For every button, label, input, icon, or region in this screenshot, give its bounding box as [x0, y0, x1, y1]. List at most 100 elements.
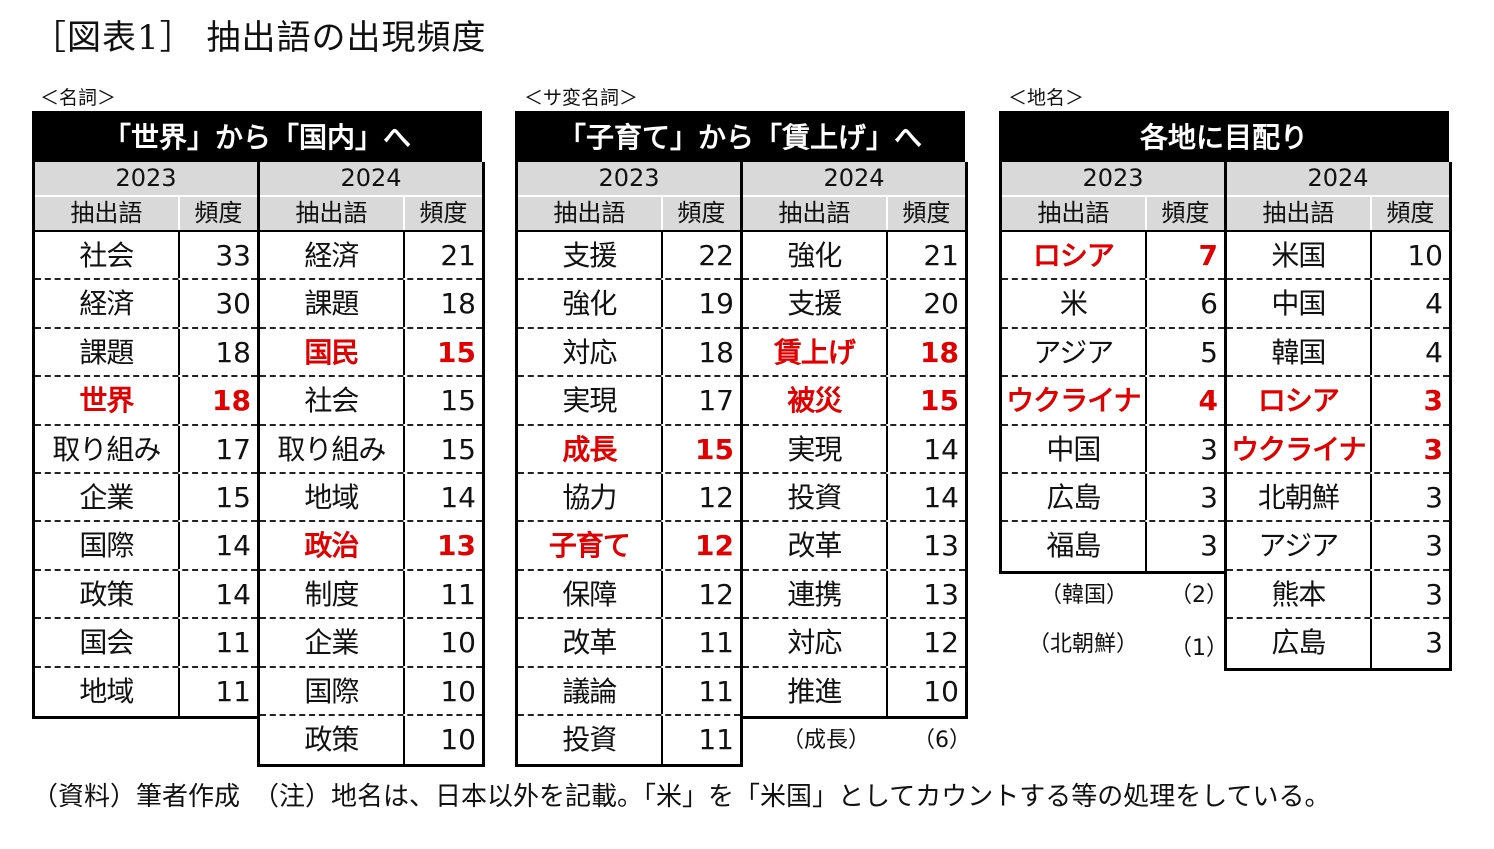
- frequency-cell: 21: [923, 239, 959, 272]
- frequency-cell: 12: [695, 529, 734, 563]
- word-cell: 協力: [518, 473, 663, 521]
- place-subheader-2024: 抽出語 頻度: [1227, 197, 1449, 232]
- frequency-cell: 12: [923, 626, 959, 660]
- place-extra-word-1: （韓国）: [1040, 583, 1129, 608]
- word-cell: 広島: [1002, 473, 1147, 521]
- frequency-cell: 3: [1200, 529, 1218, 563]
- frequency-cell: 17: [698, 384, 734, 418]
- section-label-sahen: ＜サ変名詞＞: [524, 87, 639, 109]
- frequency-cell: 18: [440, 287, 476, 321]
- word-cell: 政策: [35, 570, 180, 618]
- word-cell: 成長: [518, 425, 663, 472]
- frequency-cell: 15: [215, 480, 251, 514]
- word-cell: 国会: [35, 619, 180, 666]
- word-cell: 北朝鮮: [1227, 473, 1372, 521]
- column-header-word: 抽出語: [35, 197, 180, 230]
- word-cell: 強化: [518, 280, 663, 327]
- table-row: 改革 11: [518, 619, 740, 668]
- table-row: 連携 13: [743, 570, 965, 620]
- frequency-cell: 21: [440, 239, 476, 272]
- word-cell: 強化: [743, 232, 888, 279]
- frequency-cell: 13: [923, 577, 959, 611]
- table-row: 被災 15: [743, 377, 965, 426]
- table-row: 実現 14: [743, 425, 965, 474]
- word-cell: 支援: [743, 280, 888, 327]
- table-row: アジア 3: [1227, 522, 1449, 571]
- column-header-frequency: 頻度: [194, 199, 243, 227]
- word-cell: 投資: [518, 715, 663, 765]
- column-header-frequency: 頻度: [1161, 199, 1210, 227]
- word-cell: 経済: [260, 232, 405, 279]
- table-row: 子育て 12: [518, 522, 740, 571]
- word-cell: 連携: [743, 570, 888, 618]
- column-header-word: 抽出語: [743, 197, 888, 230]
- table-row: 強化 21: [743, 232, 965, 281]
- word-cell: 地域: [35, 667, 180, 716]
- place-col-2024: 2024 抽出語 頻度 米国 10 中国 4 韓国 4 ロシア 3 ウクライナ 3 北朝鮮 3 アジア 3 熊本 3…: [1224, 162, 1452, 671]
- word-cell: 世界: [35, 377, 180, 424]
- sahen-year-2024: 2024: [743, 162, 965, 197]
- frequency-cell: 18: [212, 384, 251, 418]
- frequency-cell: 20: [923, 287, 959, 321]
- word-cell: 政治: [260, 522, 405, 569]
- sahen-subheader-2023: 抽出語 頻度: [518, 197, 740, 232]
- frequency-cell: 13: [923, 529, 959, 563]
- word-cell: ウクライナ: [1227, 425, 1372, 472]
- place-year-2023: 2023: [1002, 162, 1224, 197]
- table-row: 福島 3: [1002, 522, 1224, 571]
- frequency-cell: 3: [1425, 480, 1443, 514]
- column-header-frequency: 頻度: [902, 199, 951, 227]
- table-row: 課題 18: [35, 328, 257, 378]
- table-row: 経済 30: [35, 280, 257, 329]
- table-row: 議論 11: [518, 667, 740, 716]
- noun-year-2024: 2024: [260, 162, 482, 197]
- frequency-cell: 3: [1200, 480, 1218, 514]
- table-row: ロシア 7: [1002, 232, 1224, 281]
- table-row: 投資 14: [743, 473, 965, 523]
- table-row: ウクライナ 4: [1002, 377, 1224, 426]
- noun-year-2023: 2023: [35, 162, 257, 197]
- word-cell: 課題: [35, 328, 180, 376]
- table-row: ロシア 3: [1227, 377, 1449, 426]
- frequency-cell: 10: [440, 626, 476, 660]
- table-row: 国民 15: [260, 328, 482, 378]
- word-cell: 熊本: [1227, 570, 1372, 618]
- frequency-cell: 5: [1200, 335, 1218, 369]
- frequency-cell: 12: [698, 480, 734, 514]
- table-row: 政治 13: [260, 522, 482, 571]
- table-row: 対応 12: [743, 619, 965, 668]
- table-row: アジア 5: [1002, 328, 1224, 378]
- frequency-cell: 15: [440, 384, 476, 418]
- frequency-cell: 18: [920, 335, 959, 369]
- table-row: 経済 21: [260, 232, 482, 281]
- table-row: 協力 12: [518, 473, 740, 523]
- table-row: 政策 10: [260, 715, 482, 765]
- word-cell: 政策: [260, 715, 405, 765]
- word-cell: 取り組み: [35, 425, 180, 472]
- table-row: ウクライナ 3: [1227, 425, 1449, 474]
- frequency-cell: 10: [440, 722, 476, 756]
- word-cell: 議論: [518, 667, 663, 714]
- word-cell: 対応: [743, 619, 888, 666]
- table-row: 中国 4: [1227, 280, 1449, 329]
- word-cell: 米: [1002, 280, 1147, 327]
- table-row: 地域 14: [260, 473, 482, 523]
- word-cell: 経済: [35, 280, 180, 327]
- column-header-frequency: 頻度: [1386, 199, 1435, 227]
- table-row: 広島 3: [1002, 473, 1224, 523]
- word-cell: 広島: [1227, 619, 1372, 668]
- word-cell: 改革: [518, 619, 663, 666]
- frequency-cell: 10: [440, 674, 476, 708]
- table-row: 韓国 4: [1227, 328, 1449, 378]
- frequency-cell: 17: [215, 432, 251, 466]
- frequency-cell: 18: [698, 335, 734, 369]
- word-cell: 国際: [35, 522, 180, 569]
- word-cell: 取り組み: [260, 425, 405, 472]
- word-cell: 中国: [1227, 280, 1372, 327]
- table-row: 支援 22: [518, 232, 740, 281]
- table-row: 社会 33: [35, 232, 257, 281]
- table-row: 政策 14: [35, 570, 257, 620]
- table-row: 中国 3: [1002, 425, 1224, 474]
- table-row: 国会 11: [35, 619, 257, 668]
